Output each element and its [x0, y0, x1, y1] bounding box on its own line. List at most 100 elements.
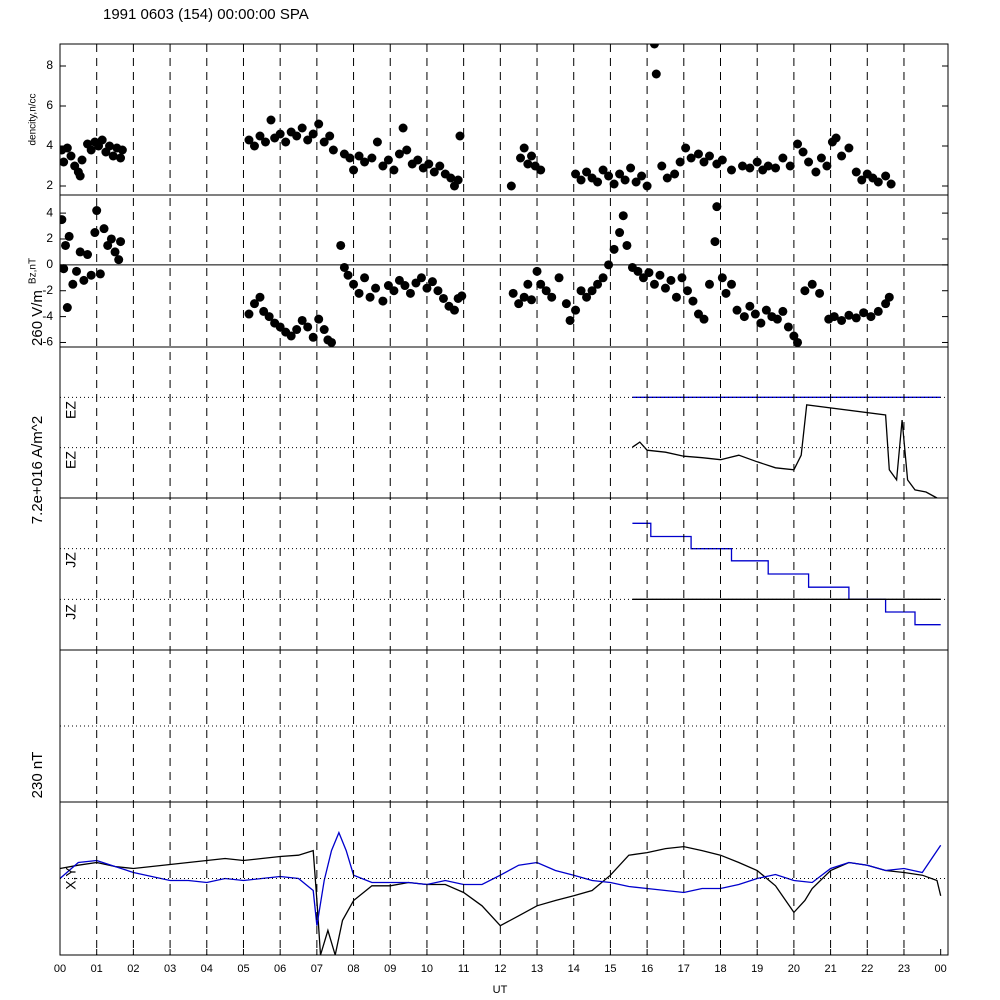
data-point: [800, 286, 810, 296]
data-point: [506, 181, 516, 191]
data-point: [367, 153, 377, 163]
data-point: [523, 279, 533, 289]
x-tick-label: 08: [347, 963, 359, 975]
data-point: [593, 177, 603, 187]
y-tick-label: -2: [42, 283, 53, 297]
x-tick-label: 16: [641, 963, 653, 975]
data-point: [405, 288, 415, 298]
data-point: [604, 171, 614, 181]
x-tick-label: 22: [861, 963, 873, 975]
data-point: [281, 137, 291, 147]
panel: [632, 396, 941, 498]
y-tick-label: 8: [46, 58, 53, 72]
data-point: [92, 206, 102, 216]
data-point: [400, 281, 410, 291]
data-line: [632, 404, 938, 498]
data-point: [637, 171, 647, 181]
data-point: [319, 137, 329, 147]
data-point: [704, 279, 714, 289]
series-name: JZ: [63, 604, 79, 620]
data-point: [516, 153, 526, 163]
data-point: [699, 314, 709, 324]
data-point: [286, 331, 296, 341]
data-point: [519, 292, 529, 302]
data-point: [508, 288, 518, 298]
data-point: [571, 305, 581, 315]
data-point: [339, 262, 349, 272]
data-point: [527, 295, 537, 305]
data-point: [811, 167, 821, 177]
data-point: [255, 131, 265, 141]
data-point: [712, 202, 722, 212]
data-point: [378, 296, 388, 306]
data-point: [739, 312, 749, 322]
data-point: [416, 273, 426, 283]
data-line: [60, 845, 942, 955]
data-point: [75, 247, 85, 257]
data-point: [598, 165, 608, 175]
data-point: [319, 325, 329, 335]
data-point: [554, 273, 564, 283]
data-point: [873, 306, 883, 316]
data-point: [807, 279, 817, 289]
data-point: [343, 270, 353, 280]
x-tick-label: 23: [898, 963, 910, 975]
data-point: [670, 169, 680, 179]
data-point: [785, 161, 795, 171]
data-point: [626, 163, 636, 173]
data-point: [772, 314, 782, 324]
data-point: [523, 159, 533, 169]
x-axis-label: UT: [493, 984, 508, 996]
data-point: [266, 115, 276, 125]
data-point: [354, 151, 364, 161]
data-point: [693, 149, 703, 159]
data-point: [453, 175, 463, 185]
data-point: [519, 143, 529, 153]
data-point: [710, 237, 720, 247]
data-point: [618, 211, 628, 221]
y-tick-label: -6: [42, 335, 53, 349]
y-axis-label: X,Y: [63, 867, 79, 890]
data-point: [429, 167, 439, 177]
data-point: [561, 299, 571, 309]
data-point: [873, 177, 883, 187]
data-point: [61, 240, 71, 250]
data-point: [328, 145, 338, 155]
data-point: [327, 337, 337, 347]
data-point: [79, 275, 89, 285]
data-point: [336, 240, 346, 250]
data-point: [106, 234, 116, 244]
data-point: [354, 288, 364, 298]
data-point: [308, 332, 318, 342]
y-axis-label: Bz,nT: [28, 258, 39, 284]
data-point: [249, 141, 259, 151]
data-point: [609, 179, 619, 189]
y-tick-label: -4: [42, 309, 53, 323]
x-tick-label: 12: [494, 963, 506, 975]
data-point: [325, 131, 335, 141]
data-point: [815, 288, 825, 298]
data-point: [844, 310, 854, 320]
x-tick-label: 00: [54, 963, 66, 975]
data-point: [303, 322, 313, 332]
x-tick-label: 14: [568, 963, 580, 975]
data-point: [671, 292, 681, 302]
data-point: [778, 153, 788, 163]
series-name: JZ: [63, 552, 79, 568]
data-point: [314, 119, 324, 129]
data-point: [105, 141, 115, 151]
data-point: [345, 153, 355, 163]
data-point: [881, 171, 891, 181]
data-point: [260, 137, 270, 147]
x-tick-label: 19: [751, 963, 763, 975]
data-point: [303, 135, 313, 145]
data-point: [717, 273, 727, 283]
data-point: [536, 279, 546, 289]
data-point: [394, 149, 404, 159]
data-point: [62, 143, 72, 153]
y-axis-label: dencity,n/cc: [28, 93, 39, 145]
data-point: [86, 145, 96, 155]
data-point: [292, 325, 302, 335]
data-point: [576, 286, 586, 296]
